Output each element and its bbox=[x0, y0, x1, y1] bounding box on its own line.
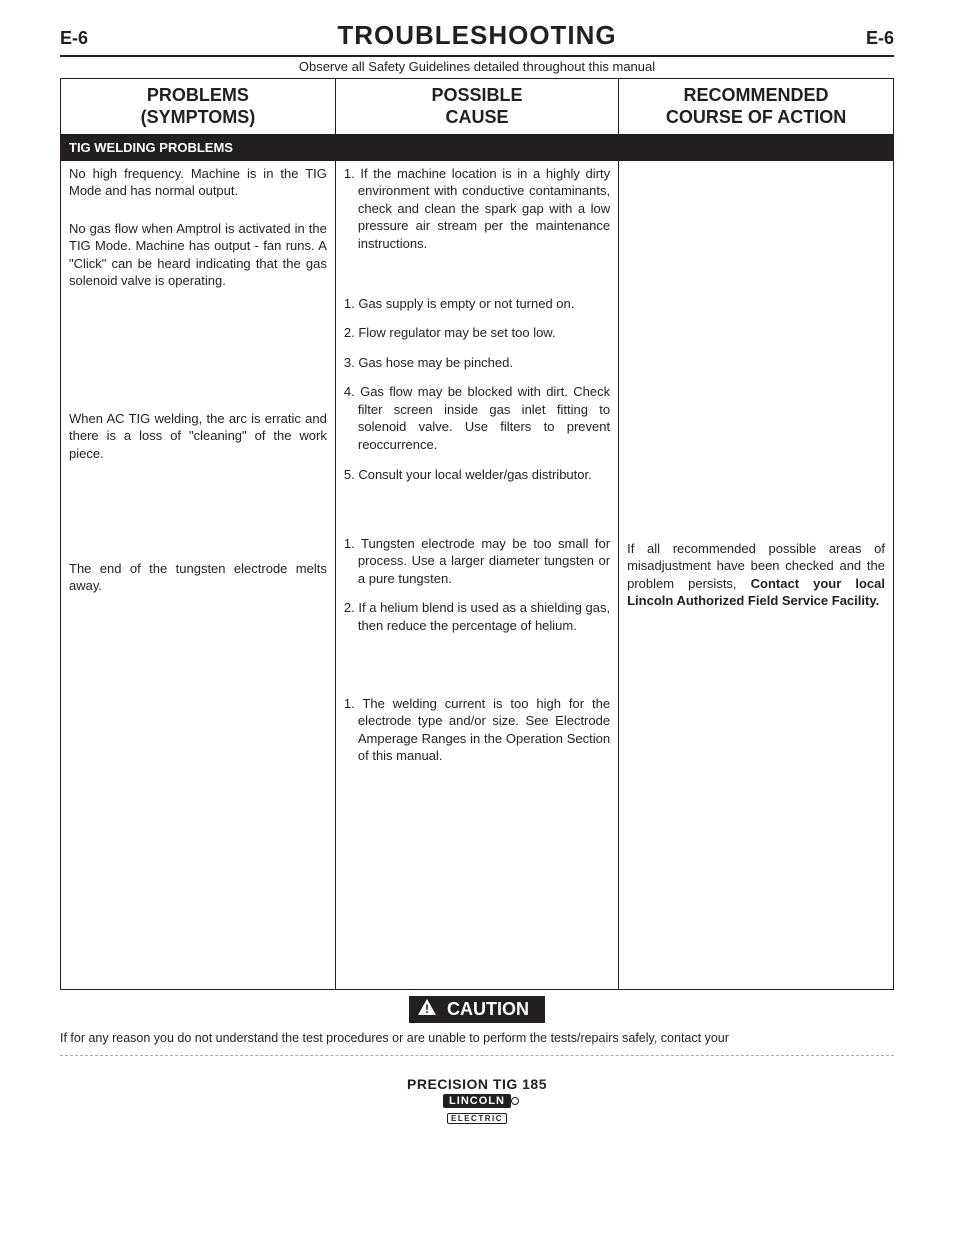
cause-1-4: 5. Consult your local welder/gas distrib… bbox=[344, 466, 610, 484]
warning-icon: ! bbox=[417, 998, 437, 1021]
problem-1: No gas flow when Amptrol is activated in… bbox=[69, 220, 327, 390]
caution-badge: ! CAUTION bbox=[409, 996, 545, 1023]
cause-1-1: 2. Flow regulator may be set too low. bbox=[344, 324, 610, 342]
cause-group-2: 1. Tungsten electrode may be too small f… bbox=[344, 535, 610, 675]
troubleshooting-table: PROBLEMS(SYMPTOMS) POSSIBLECAUSE RECOMME… bbox=[60, 78, 894, 990]
header-problems: PROBLEMS(SYMPTOMS) bbox=[61, 79, 336, 135]
page-container: E-6 TROUBLESHOOTING E-6 Observe all Safe… bbox=[0, 0, 954, 1136]
cause-1-0: 1. Gas supply is empty or not turned on. bbox=[344, 295, 610, 313]
cause-group-3: 1. The welding current is too high for t… bbox=[344, 695, 610, 965]
table-body-row: No high frequency. Machine is in the TIG… bbox=[61, 161, 894, 990]
cause-2-0: 1. Tungsten electrode may be too small f… bbox=[344, 535, 610, 588]
header-action-line2: COURSE OF ACTION bbox=[666, 107, 846, 127]
problems-cell: No high frequency. Machine is in the TIG… bbox=[61, 161, 336, 990]
header-cause-line2: CAUSE bbox=[445, 107, 508, 127]
cause-0-0: 1. If the machine location is in a highl… bbox=[344, 165, 610, 253]
svg-text:!: ! bbox=[425, 1002, 429, 1016]
causes-cell: 1. If the machine location is in a highl… bbox=[335, 161, 618, 990]
safety-guideline: Observe all Safety Guidelines detailed t… bbox=[60, 59, 894, 74]
footer-brand-top: LINCOLN bbox=[443, 1094, 511, 1108]
cause-1-3: 4. Gas flow may be blocked with dirt. Ch… bbox=[344, 383, 610, 453]
header-action-line1: RECOMMENDED bbox=[684, 85, 829, 105]
problem-2: When AC TIG welding, the arc is erratic … bbox=[69, 410, 327, 540]
footer-logo: LINCOLN ELECTRIC bbox=[443, 1094, 511, 1126]
header-action: RECOMMENDEDCOURSE OF ACTION bbox=[619, 79, 894, 135]
footer-brand-bottom-wrap: ELECTRIC bbox=[443, 1108, 511, 1126]
cause-group-0: 1. If the machine location is in a highl… bbox=[344, 165, 610, 275]
cause-group-1: 1. Gas supply is empty or not turned on.… bbox=[344, 295, 610, 515]
header-cause: POSSIBLECAUSE bbox=[335, 79, 618, 135]
header-cause-line1: POSSIBLE bbox=[431, 85, 522, 105]
header-problems-line1: PROBLEMS bbox=[147, 85, 249, 105]
dashed-separator bbox=[60, 1055, 894, 1056]
caution-row: ! CAUTION bbox=[60, 996, 894, 1023]
footer-product: PRECISION TIG 185 bbox=[60, 1076, 894, 1092]
action-cell: If all recommended possible areas of mis… bbox=[619, 161, 894, 990]
page-title: TROUBLESHOOTING bbox=[337, 20, 616, 51]
page-footer: PRECISION TIG 185 LINCOLN ELECTRIC bbox=[60, 1070, 894, 1126]
caution-text: If for any reason you do not understand … bbox=[60, 1031, 894, 1045]
caution-label: CAUTION bbox=[447, 999, 529, 1020]
problem-3: The end of the tungsten electrode melts … bbox=[69, 560, 327, 595]
page-number-left: E-6 bbox=[60, 28, 88, 49]
cause-3-0: 1. The welding current is too high for t… bbox=[344, 695, 610, 765]
page-header: E-6 TROUBLESHOOTING E-6 bbox=[60, 20, 894, 57]
problem-0: No high frequency. Machine is in the TIG… bbox=[69, 165, 327, 200]
page-number-right: E-6 bbox=[866, 28, 894, 49]
header-problems-line2: (SYMPTOMS) bbox=[141, 107, 256, 127]
footer-brand-bottom: ELECTRIC bbox=[447, 1113, 507, 1124]
cause-2-1: 2. If a helium blend is used as a shield… bbox=[344, 599, 610, 634]
cause-1-2: 3. Gas hose may be pinched. bbox=[344, 354, 610, 372]
section-banner: TIG WELDING PROBLEMS bbox=[61, 135, 894, 161]
